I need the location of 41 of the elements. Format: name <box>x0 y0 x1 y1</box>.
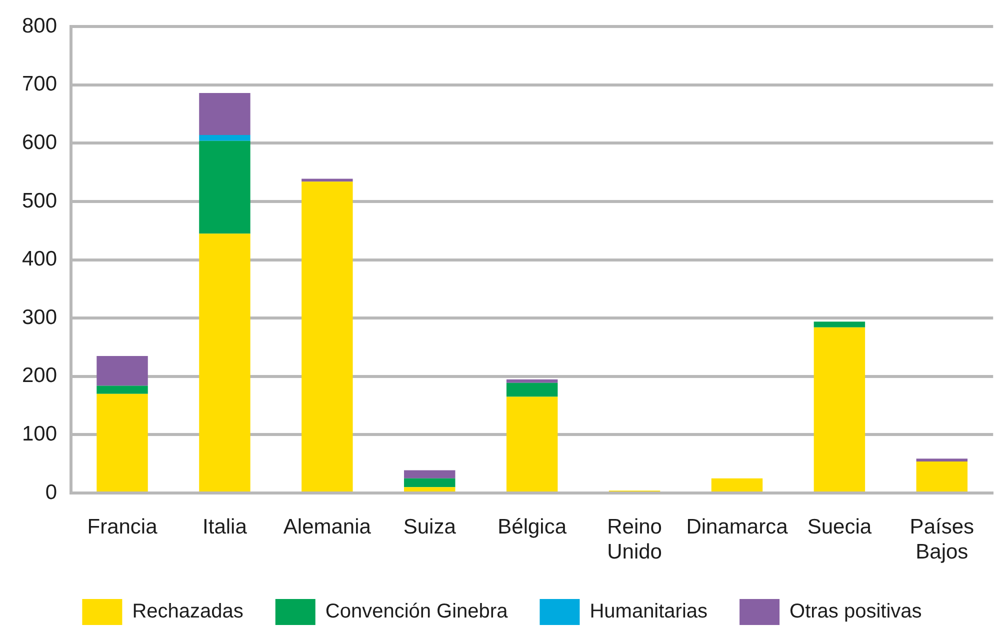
legend-label: Humanitarias <box>590 600 708 623</box>
bar <box>199 135 250 141</box>
bar <box>199 93 250 136</box>
bar <box>404 487 456 492</box>
y-tick-label: 700 <box>22 72 58 96</box>
y-tick-label: 600 <box>22 130 58 154</box>
bar <box>404 470 456 478</box>
x-tick-label: Dinamarca <box>686 515 788 538</box>
legend-label: Otras positivas <box>790 600 922 623</box>
x-tick-label: Reino Unido <box>607 515 662 564</box>
bar <box>916 462 968 492</box>
bar <box>199 234 250 492</box>
y-tick-label: 0 <box>45 480 58 504</box>
x-tick-label: Italia <box>202 515 248 538</box>
y-tick-label: 200 <box>22 364 58 388</box>
y-tick-label: 400 <box>22 248 58 271</box>
bar <box>506 396 558 492</box>
x-tick-label: Bélgica <box>498 515 567 538</box>
bar <box>96 394 148 492</box>
bar <box>506 379 558 383</box>
y-tick-label: 800 <box>22 14 58 38</box>
x-tick-label: Suiza <box>403 515 456 538</box>
bar <box>711 478 763 492</box>
bar <box>302 182 353 492</box>
bar <box>814 322 866 328</box>
x-tick-label: Alemania <box>283 515 372 538</box>
bar <box>814 327 866 492</box>
bar <box>199 140 250 234</box>
bar <box>96 386 148 394</box>
y-tick-label: 300 <box>22 306 58 329</box>
x-tick-label: Suecia <box>807 515 872 538</box>
bar <box>506 382 558 397</box>
legend-label: Convención Ginebra <box>325 600 509 623</box>
x-tick-label: Francia <box>87 515 158 538</box>
bar <box>96 356 148 386</box>
legend-label: Rechazadas <box>132 600 244 623</box>
y-tick-label: 500 <box>22 189 58 212</box>
y-tick-label: 100 <box>22 422 58 446</box>
bar <box>916 458 968 462</box>
x-tick-label: Países Bajos <box>910 515 974 564</box>
bar <box>404 478 456 488</box>
